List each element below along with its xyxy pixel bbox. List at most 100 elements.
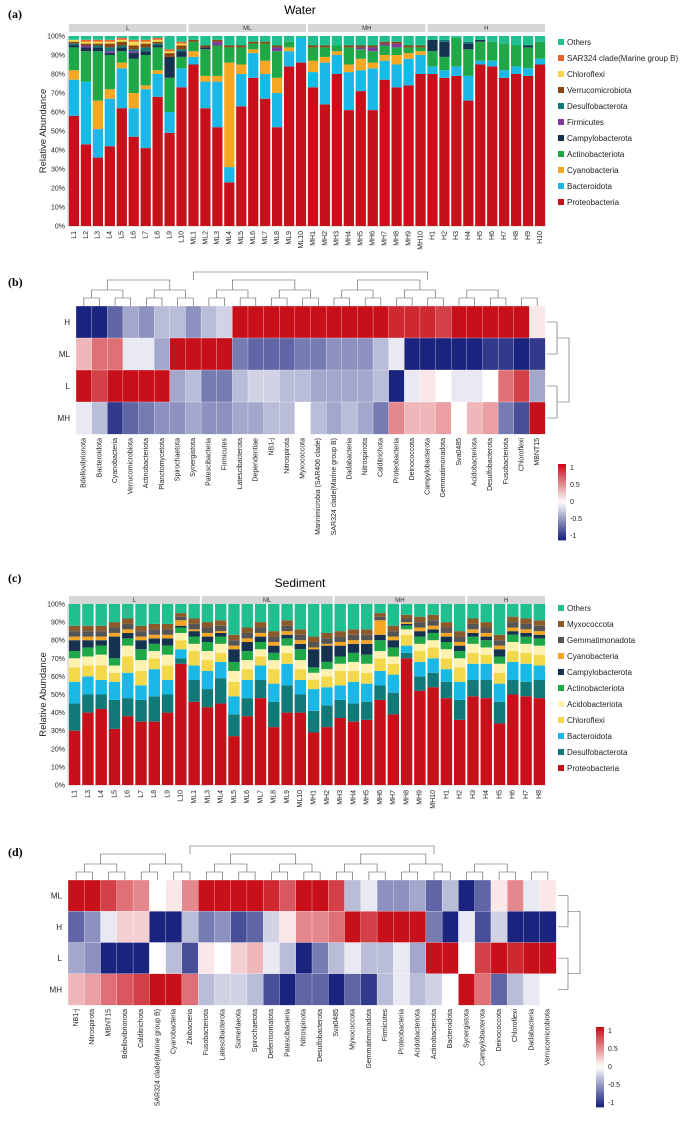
heatmap-cell	[138, 337, 155, 371]
bar-segment	[95, 708, 107, 785]
bar-segment	[116, 108, 127, 226]
dendrogram-branch	[271, 297, 288, 306]
bar-segment	[379, 79, 390, 226]
heatmap-cell	[376, 879, 394, 912]
bar-segment	[427, 620, 439, 626]
bar-segment	[480, 680, 492, 699]
heatmap-column-label: Latescibacterota	[219, 1009, 226, 1060]
bar-segment	[295, 62, 307, 226]
group-strip-label: MH	[395, 598, 404, 604]
bar-segment	[387, 640, 400, 648]
bar-segment	[415, 36, 426, 46]
heatmap-cell	[169, 337, 186, 371]
bar-segment	[95, 631, 107, 637]
heatmap-column-label: Zixibacteria	[187, 1009, 194, 1045]
dendrogram-branch	[558, 957, 569, 990]
legend-swatch	[558, 685, 564, 691]
y-tick-label: 40%	[51, 148, 65, 155]
bar-segment	[355, 58, 366, 71]
heatmap-column-label: Acidobacteriota	[415, 1009, 422, 1057]
x-tick-label: MH1	[310, 790, 317, 805]
dendrogram-branch	[558, 895, 569, 928]
heatmap-cell	[247, 305, 265, 339]
heatmap-cell	[246, 942, 264, 975]
color-scale-step	[558, 477, 566, 480]
bar-segment	[95, 625, 107, 632]
color-scale-step	[596, 1037, 604, 1040]
bar-segment	[534, 64, 546, 226]
bar-segment	[68, 39, 80, 42]
heatmap-cell	[328, 973, 345, 1006]
heatmap-column-label: Gemmatimonadota	[366, 1009, 373, 1069]
y-tick-label: 70%	[51, 656, 65, 663]
heatmap-cell	[185, 337, 202, 371]
bar-segment	[116, 36, 127, 38]
bar-segment	[201, 670, 214, 690]
heatmap-column-label: Verrucomicrobiota	[545, 1009, 552, 1066]
heatmap-column-label: Fusobacteriota	[203, 1009, 210, 1055]
heatmap-column-label: Myxococcota	[350, 1009, 357, 1050]
bar-segment	[374, 699, 386, 785]
heatmap-cell	[154, 401, 171, 435]
dendrogram-branch	[427, 297, 444, 306]
bar-segment	[175, 625, 187, 628]
heatmap-cell	[507, 911, 524, 943]
color-scale-step	[558, 494, 566, 497]
heatmap-cell	[122, 369, 139, 403]
bar-segment	[414, 616, 426, 623]
bar-segment	[415, 47, 426, 52]
bar-segment	[241, 638, 253, 643]
bar-segment	[331, 45, 343, 52]
bar-segment	[175, 604, 187, 614]
bar-segment	[161, 604, 174, 624]
heatmap-cell	[169, 401, 186, 435]
x-tick-label: H6	[489, 231, 496, 240]
heatmap-column-label: Dadabacteria	[346, 438, 353, 480]
bar-segment	[374, 670, 386, 686]
y-tick-label: 30%	[51, 167, 65, 174]
bar-segment	[122, 698, 134, 717]
bar-segment	[161, 712, 174, 785]
bar-segment	[161, 680, 174, 695]
bar-segment	[161, 645, 174, 655]
dendrogram-branch	[547, 321, 558, 355]
bar-segment	[321, 676, 333, 688]
heatmap-cell	[376, 973, 394, 1006]
heatmap-cell	[263, 401, 280, 435]
bar-segment	[104, 43, 115, 48]
color-scale-step	[558, 519, 566, 522]
bar-segment	[200, 47, 211, 50]
dendrogram-branch	[108, 871, 126, 880]
legend-label: Acidobacteriota	[567, 700, 623, 709]
heatmap-cell	[458, 942, 476, 975]
bar-segment	[214, 620, 227, 626]
heatmap-cell	[279, 401, 296, 435]
bar-segment	[92, 43, 104, 46]
dendrogram-branch	[238, 871, 256, 880]
dendrogram-branch	[521, 297, 538, 306]
heatmap-cell	[279, 305, 296, 339]
y-tick-label: 0%	[55, 224, 65, 231]
color-scale-step	[596, 1089, 604, 1092]
heatmap-cell	[490, 879, 508, 912]
heatmap-cell	[169, 305, 186, 339]
bar-segment	[294, 634, 307, 641]
bar-segment	[214, 652, 227, 662]
color-scale-tick: 1	[608, 1028, 612, 1035]
bar-segment	[414, 643, 426, 652]
bar-segment	[510, 66, 522, 74]
heatmap-cell	[311, 973, 329, 1006]
heatmap-cell	[497, 369, 515, 403]
bar-segment	[533, 604, 546, 621]
bar-segment	[200, 81, 211, 109]
heatmap-cell	[393, 973, 411, 1006]
bar-segment	[80, 45, 92, 48]
bar-segment	[451, 66, 462, 76]
bar-segment	[440, 622, 453, 628]
dendrogram-branch	[239, 297, 257, 306]
bar-segment	[68, 43, 80, 46]
legend-label: Actinobacteriota	[567, 684, 625, 693]
heatmap-cell	[246, 911, 264, 943]
bar-segment	[254, 680, 267, 699]
bar-segment	[331, 55, 343, 74]
